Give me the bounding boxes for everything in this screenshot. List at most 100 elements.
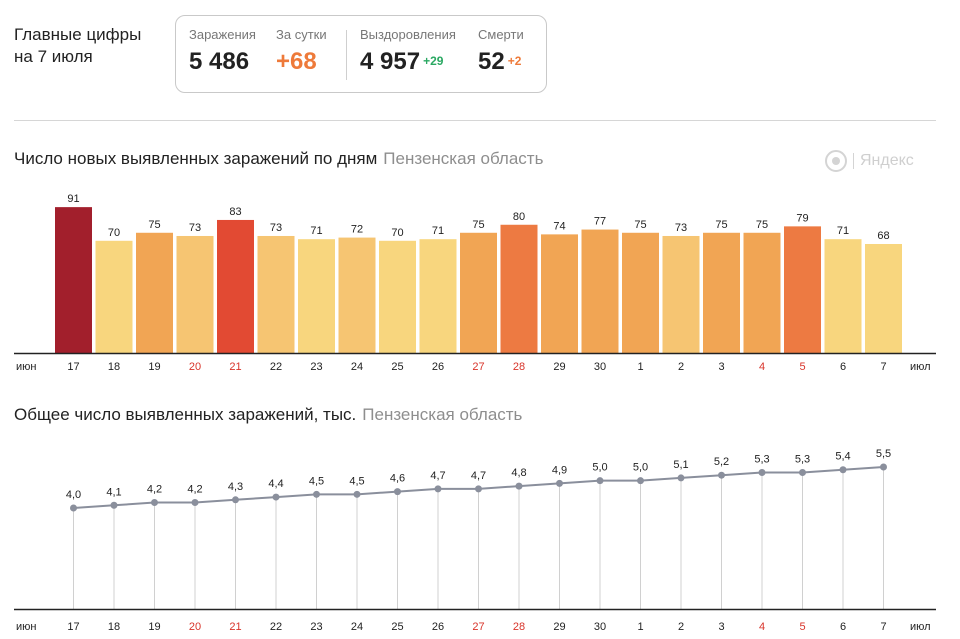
point-value-label: 4,7 <box>471 470 486 482</box>
yandex-logo: Яндекс <box>825 150 914 172</box>
x-tick-label: 27 <box>472 361 484 373</box>
data-point <box>718 471 725 479</box>
x-tick-label: 17 <box>67 361 79 373</box>
data-point <box>353 490 361 498</box>
stat-recoveries-delta: +29 <box>423 54 444 68</box>
x-tick-label: 3 <box>718 621 724 633</box>
x-axis-end-label: июл <box>910 621 931 633</box>
point-value-label: 4,2 <box>187 484 202 496</box>
stat-deaths-row: 52 +2 <box>478 48 524 76</box>
bar-value-label: 70 <box>391 227 403 239</box>
bar-value-label: 91 <box>67 193 79 205</box>
bar-value-label: 73 <box>675 222 687 234</box>
total-chart-title-text: Общее число выявленных заражений, тыс. <box>14 405 357 424</box>
stats-divider <box>346 30 347 80</box>
data-point <box>394 488 401 496</box>
point-value-label: 5,3 <box>795 453 810 465</box>
x-tick-label: 21 <box>229 621 241 633</box>
x-tick-label: 3 <box>718 361 724 373</box>
x-tick-label: 7 <box>880 361 886 373</box>
x-tick-label: 26 <box>432 361 444 373</box>
x-tick-label: 6 <box>840 361 846 373</box>
bar-value-label: 75 <box>472 219 484 231</box>
bar-value-label: 72 <box>351 224 363 236</box>
bar <box>419 239 457 353</box>
point-value-label: 4,8 <box>511 467 526 479</box>
bar <box>55 207 92 353</box>
point-value-label: 4,5 <box>309 475 324 487</box>
total-chart-region: Пензенская область <box>362 405 523 424</box>
bar <box>703 232 740 353</box>
bar <box>500 224 538 353</box>
bar <box>784 226 821 353</box>
stat-deaths: Смерти 52 +2 <box>478 27 524 76</box>
x-tick-label: 22 <box>270 621 282 633</box>
point-value-label: 4,7 <box>430 470 445 482</box>
bar-value-label: 75 <box>715 219 727 231</box>
header-title-line1: Главные цифры <box>14 25 142 44</box>
point-value-label: 4,9 <box>552 464 567 476</box>
bar <box>379 240 416 353</box>
x-tick-label: 17 <box>67 621 79 633</box>
data-point <box>799 468 806 476</box>
data-point <box>677 474 685 482</box>
x-tick-label: 20 <box>189 621 201 633</box>
data-point <box>110 501 118 509</box>
total-chart-title: Общее число выявленных заражений, тыс. Пе… <box>14 405 522 425</box>
point-value-label: 5,3 <box>754 453 769 465</box>
section-divider <box>14 120 936 121</box>
data-point <box>232 496 239 504</box>
data-point <box>758 468 766 476</box>
stat-day: За сутки +68 <box>276 27 327 76</box>
x-tick-label: 30 <box>594 361 606 373</box>
data-point <box>839 466 847 474</box>
bar-value-label: 75 <box>756 219 768 231</box>
stat-deaths-value: 52 <box>478 48 505 75</box>
daily-chart-title: Число новых выявленных заражений по дням… <box>14 149 543 169</box>
logo-separator <box>853 153 854 169</box>
x-tick-label: 6 <box>840 621 846 633</box>
bar <box>622 232 659 353</box>
x-tick-label: 2 <box>678 361 684 373</box>
x-tick-label: 27 <box>472 621 484 633</box>
bar-value-label: 70 <box>108 227 120 239</box>
daily-chart-region: Пензенская область <box>383 149 544 168</box>
point-value-label: 4,3 <box>228 481 243 493</box>
data-point <box>556 479 563 487</box>
x-axis-start-label: июн <box>16 361 36 373</box>
bar <box>460 232 497 353</box>
data-point <box>434 485 442 493</box>
x-tick-label: 2 <box>678 621 684 633</box>
point-value-label: 5,5 <box>876 448 891 460</box>
bar-value-label: 75 <box>148 219 160 231</box>
bar-value-label: 71 <box>837 225 849 237</box>
bar <box>581 229 619 353</box>
bar <box>743 232 781 353</box>
stat-infections: Заражения 5 486 <box>189 27 256 76</box>
bar-value-label: 74 <box>553 220 565 232</box>
bar-value-label: 71 <box>310 225 322 237</box>
header-title: Главные цифры на 7 июля <box>14 24 141 68</box>
point-value-label: 5,0 <box>592 462 607 474</box>
bar <box>338 237 376 353</box>
x-tick-label: 5 <box>799 361 805 373</box>
stat-deaths-delta: +2 <box>507 54 522 68</box>
data-point <box>70 504 77 512</box>
daily-chart-title-text: Число новых выявленных заражений по дням <box>14 149 378 168</box>
x-tick-label: 4 <box>759 361 765 373</box>
x-tick-label: 19 <box>148 621 160 633</box>
x-tick-label: 25 <box>391 621 403 633</box>
stat-recoveries: Выздоровления 4 957 +29 <box>360 27 456 76</box>
x-tick-label: 20 <box>189 361 201 373</box>
x-axis-end-label: июл <box>910 361 931 373</box>
x-tick-label: 28 <box>513 621 525 633</box>
x-tick-label: 28 <box>513 361 525 373</box>
x-tick-label: 18 <box>108 621 120 633</box>
yandex-logo-icon <box>825 150 847 172</box>
bar <box>95 240 133 353</box>
point-value-label: 5,2 <box>714 456 729 468</box>
bar-value-label: 75 <box>634 219 646 231</box>
bar <box>136 232 173 353</box>
stats-panel: Заражения 5 486 За сутки +68 Выздоровлен… <box>175 15 547 93</box>
stat-day-label: За сутки <box>276 27 327 42</box>
